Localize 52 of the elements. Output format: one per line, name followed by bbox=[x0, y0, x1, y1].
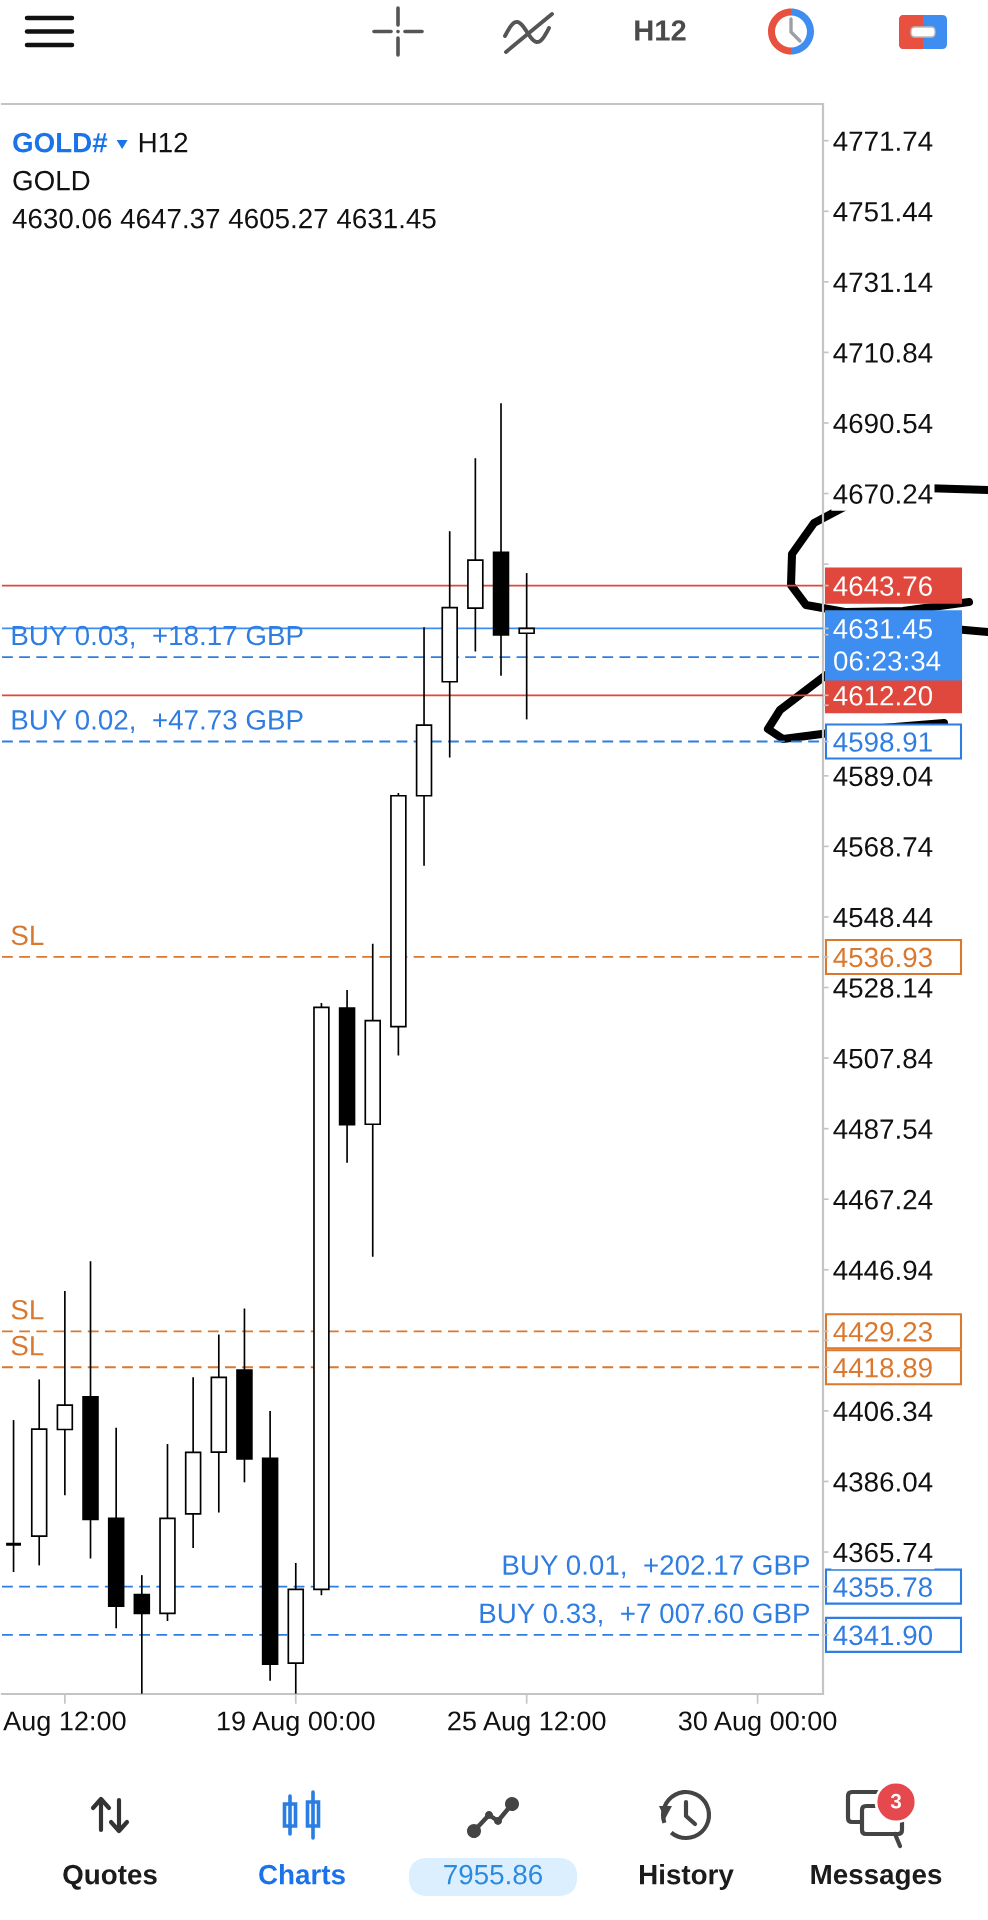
text: 7955.86 bbox=[444, 1864, 542, 1885]
ref-line-label: BUY 0.03, +18.17 GBP bbox=[12, 625, 303, 649]
y-tick-label: 4487.54 bbox=[833, 1119, 933, 1139]
y-tick-label: 4731.14 bbox=[833, 272, 933, 293]
y-tick-label: 4341.90 bbox=[833, 1625, 933, 1646]
y-tick-label: 4612.20 bbox=[833, 685, 933, 706]
text: H12 bbox=[635, 20, 686, 41]
y-tick-label: 4751.44 bbox=[833, 202, 933, 222]
text: GOLD# bbox=[13, 132, 108, 153]
y-tick-label: 4507.84 bbox=[833, 1048, 933, 1069]
candlestick bbox=[4, 1419, 23, 1573]
ref-line-label: BUY 0.01, +202.17 GBP bbox=[503, 1555, 810, 1579]
candlestick bbox=[133, 1574, 151, 1694]
x-tick-label: 30 Aug 00:00 bbox=[678, 1711, 837, 1736]
y-tick-label: 4568.74 bbox=[833, 837, 933, 857]
text: Messages bbox=[811, 1864, 942, 1890]
text: 3 bbox=[890, 1793, 902, 1809]
candlestick bbox=[518, 572, 535, 721]
ref-line-label: SL bbox=[11, 1335, 44, 1356]
y-tick-label: 4536.93 bbox=[833, 947, 932, 968]
y-tick-label: 4418.89 bbox=[833, 1357, 932, 1378]
y-tick-label: 4429.23 bbox=[833, 1322, 932, 1342]
y-tick-label: 4643.76 bbox=[833, 576, 932, 596]
y-tick-label: 4631.45 bbox=[833, 619, 932, 639]
y-tick-label: 4386.04 bbox=[833, 1472, 933, 1492]
x-tick-label: 19 Aug 00:00 bbox=[218, 1711, 375, 1736]
y-tick-label: 4548.44 bbox=[833, 907, 933, 928]
annotation: 4630.06 4647.37 4605.27 4631.45 bbox=[12, 208, 436, 229]
y-tick-label: 4710.84 bbox=[833, 343, 933, 363]
y-tick-label: 4598.91 bbox=[833, 732, 932, 752]
text: History bbox=[640, 1864, 734, 1890]
y-tick-label: 4670.24 bbox=[833, 484, 933, 504]
x-tick-label: Aug 12:00 bbox=[3, 1711, 126, 1736]
y-tick-label: 4365.74 bbox=[833, 1542, 933, 1563]
ref-line-label: SL bbox=[11, 925, 44, 946]
y-tick-label: 4690.54 bbox=[833, 413, 933, 434]
ref-line-label: BUY 0.33, +7 007.60 GBP bbox=[480, 1603, 810, 1627]
ref-line-label: SL bbox=[11, 1299, 44, 1320]
y-tick-label: 4467.24 bbox=[833, 1189, 933, 1210]
text: 06:23:34 bbox=[834, 651, 941, 671]
x-tick-label: 25 Aug 12:00 bbox=[448, 1711, 606, 1736]
annotation: H12 bbox=[139, 132, 188, 153]
y-tick-label: 4589.04 bbox=[833, 766, 933, 787]
y-tick-label: 4528.14 bbox=[833, 978, 933, 998]
y-tick-label: 4446.94 bbox=[833, 1260, 933, 1281]
text: Charts bbox=[259, 1864, 345, 1885]
y-tick-label: 4406.34 bbox=[833, 1401, 933, 1422]
ref-line-label: BUY 0.02, +47.73 GBP bbox=[12, 710, 303, 734]
text: Quotes bbox=[63, 1864, 157, 1890]
text: GOLD bbox=[13, 170, 90, 191]
y-tick-label: 4355.78 bbox=[833, 1577, 932, 1597]
y-tick-label: 4771.74 bbox=[833, 131, 933, 151]
